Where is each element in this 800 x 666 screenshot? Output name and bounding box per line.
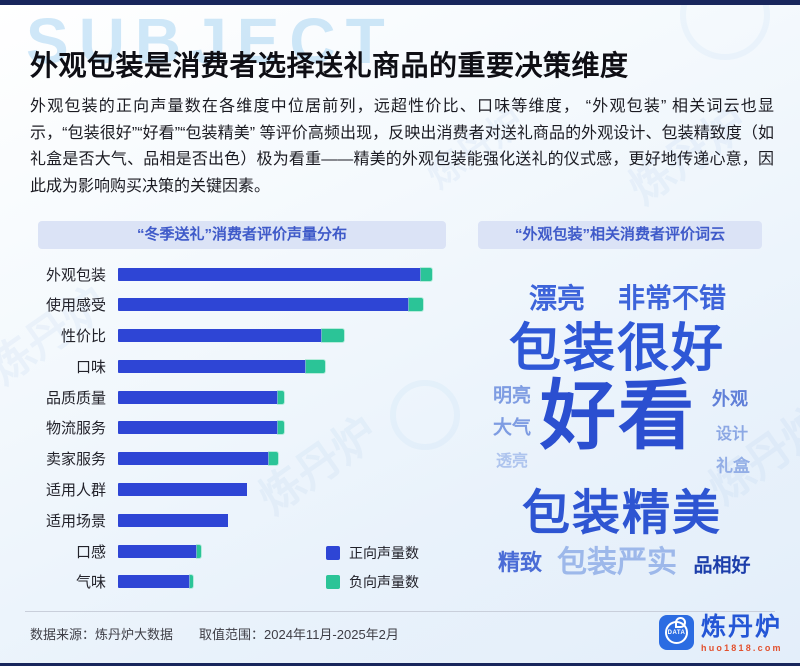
chart-legend: 正向声量数负向声量数 [326,543,419,592]
chart-row: 口味 [30,353,450,379]
negative-bar-segment [190,575,194,589]
cloud-word: 透亮 [495,453,529,470]
chart-row: 性价比 [30,323,450,349]
cloud-word: 精致 [497,550,543,575]
positive-bar-segment [118,483,247,497]
legend-label: 负向声量数 [349,574,419,590]
watermark-circle [680,0,770,60]
positive-bar-segment [118,359,307,373]
negative-bar-segment [268,452,279,466]
cloud-word: 包装精美 [521,487,723,540]
brand-site-url: huo1818.com [701,643,783,653]
cloud-word: 外观 [712,389,748,409]
footer: 数据来源：炼丹炉大数据 取值范围：2024年11月-2025年2月 [30,624,399,643]
cloud-word: 设计 [715,426,749,443]
page-title: 外观包装是消费者选择送礼商品的重要决策维度 [30,50,629,81]
positive-bar-segment [118,421,279,435]
chart-row: 适用人群 [30,477,450,503]
bar-track [118,452,432,466]
negative-bar-segment [278,421,285,435]
negative-bar-segment [322,329,345,343]
category-label: 口味 [75,358,106,376]
wordcloud-canvas: 漂亮 非常不错包装很好明亮 好看 外观大气 设计透亮 礼盒包装精美精致 包装严实 品相好 [460,257,795,609]
watermark-circle [390,380,460,450]
bar-track [118,390,432,404]
category-label: 适用场景 [45,512,106,530]
furnace-glyph-icon: DATA [665,617,688,644]
category-label: 适用人群 [45,482,106,500]
category-label: 使用感受 [45,297,106,315]
chart-row: 物流服务 [30,415,450,441]
chart-row: 卖家服务 [30,446,450,472]
category-label: 口感 [75,543,106,561]
brand-block: DATA 炼丹炉 huo1818.com [659,615,783,653]
brand-name: 炼丹炉 [701,613,783,641]
legend-swatch [326,546,340,560]
wordcloud-title: “外观包装”相关消费者评价词云 [478,221,762,249]
bar-chart-panel: “冬季送礼”消费者评价声量分布 外观包装使用感受性价比口味品质质量物流服务卖家服… [30,221,450,595]
cloud-word: 漂亮 [528,283,586,314]
category-label: 性价比 [60,328,106,346]
bar-track [118,298,432,312]
cloud-word: 明亮 [492,385,532,407]
logo-data-label: DATA [667,629,686,636]
liandanlu-logo-icon: DATA [659,615,694,650]
negative-bar-segment [196,544,201,558]
positive-bar-segment [118,513,228,527]
chart-row: 使用感受 [30,292,450,318]
negative-bar-segment [409,298,423,312]
chart-row: 适用场景 [30,507,450,533]
date-range-text: 取值范围：2024年11月-2025年2月 [199,627,399,642]
positive-bar-segment [118,329,323,343]
bar-track [118,544,432,558]
chart-row: 气味 [30,569,450,595]
negative-bar-segment [278,390,285,404]
positive-bar-segment [118,544,197,558]
bar-track [118,575,432,589]
cloud-word: 好看 [540,374,696,459]
legend-item: 负向声量数 [326,572,419,592]
legend-label: 正向声量数 [349,545,419,561]
footer-divider [25,611,775,612]
positive-bar-segment [118,452,269,466]
cloud-word: 包装很好 [508,320,726,378]
positive-bar-segment [118,575,191,589]
cloud-word: 品相好 [693,555,751,577]
positive-bar-segment [118,267,421,281]
chart-row: 品质质量 [30,384,450,410]
data-source-text: 数据来源：炼丹炉大数据 [30,627,174,642]
cloud-word: 大气 [492,417,532,439]
positive-bar-segment [118,298,410,312]
bar-track [118,513,432,527]
category-label: 物流服务 [45,420,106,438]
category-label: 品质质量 [45,389,106,407]
cloud-word: 非常不错 [618,283,726,314]
legend-swatch [326,575,340,589]
category-label: 外观包装 [45,266,106,284]
negative-bar-segment [421,267,432,281]
category-label: 气味 [75,574,106,592]
bar-track [118,359,432,373]
cloud-word: 礼盒 [716,456,750,476]
negative-bar-segment [306,359,326,373]
category-label: 卖家服务 [45,451,106,469]
top-border-strip [0,0,800,5]
legend-item: 正向声量数 [326,543,419,563]
bar-track [118,329,432,343]
brand-text: 炼丹炉 huo1818.com [701,613,783,654]
wordcloud-panel: “外观包装”相关消费者评价词云 漂亮 非常不错包装很好明亮 好看 外观大气 设计透亮 礼盒… [460,221,795,609]
bottom-border-strip [0,663,800,666]
chart-title: “冬季送礼”消费者评价声量分布 [38,221,446,249]
chart-row: 外观包装 [30,261,450,287]
bar-track [118,267,432,281]
positive-bar-segment [118,390,279,404]
bar-chart-rows: 外观包装使用感受性价比口味品质质量物流服务卖家服务适用人群适用场景口感气味 [30,261,450,595]
chart-row: 口感 [30,538,450,564]
bar-track [118,421,432,435]
intro-paragraph: 外观包装的正向声量数在各维度中位居前列，远超性价比、口味等维度， “外观包装” … [30,98,774,196]
cloud-word: 包装严实 [557,546,677,579]
bar-track [118,483,432,497]
subject-watermark: SUBJECT [26,5,395,77]
